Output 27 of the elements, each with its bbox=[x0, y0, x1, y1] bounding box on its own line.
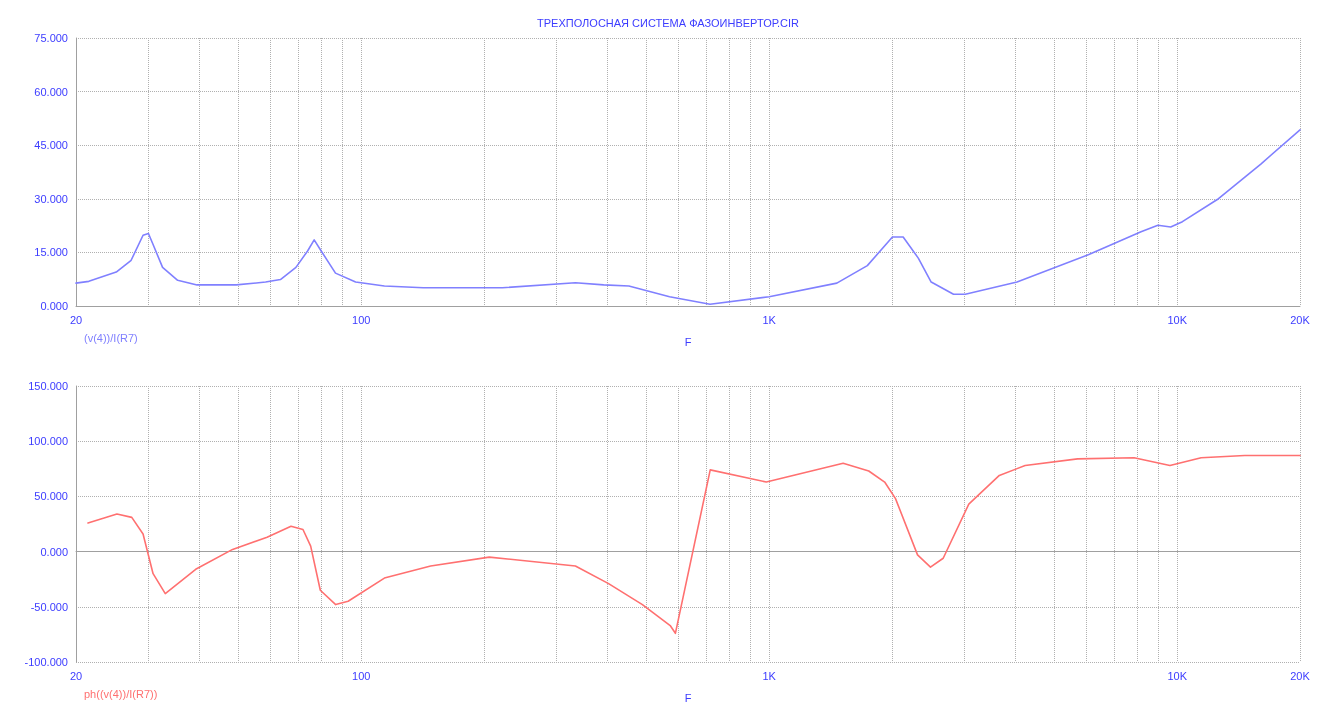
x-tick-label: 1K bbox=[762, 669, 777, 682]
y-tick-label: 0.000 bbox=[40, 300, 68, 312]
x-tick-label: 100 bbox=[352, 669, 371, 682]
x-tick-label: 20 bbox=[69, 669, 83, 682]
y-tick-label: 150.000 bbox=[28, 380, 68, 392]
x-tick-label: 20K bbox=[1290, 669, 1311, 682]
text: (v(4))/I(R7) bbox=[84, 331, 138, 344]
y-tick-label: 50.000 bbox=[34, 490, 68, 503]
y-tick-label: 0.000 bbox=[40, 545, 68, 558]
x-axis-title: F bbox=[684, 335, 692, 348]
x-tick-label: 1K bbox=[762, 313, 777, 326]
y-tick-label: 60.000 bbox=[34, 85, 68, 98]
x-tick-label: 100 bbox=[352, 313, 371, 326]
y-tick-label: -50.000 bbox=[30, 600, 68, 613]
y-tick-label: 75.000 bbox=[34, 32, 68, 44]
x-tick-label: 10K bbox=[1167, 313, 1188, 326]
chart-title: ТРЕХПОЛОСНАЯ СИСТЕМА ФАЗОИНВЕРТОР.CIR bbox=[537, 16, 800, 29]
y-tick-label: 45.000 bbox=[34, 139, 68, 152]
x-axis-title: F bbox=[684, 691, 692, 704]
x-tick-label: 20K bbox=[1290, 313, 1311, 326]
y-tick-label: 15.000 bbox=[34, 246, 68, 259]
y-tick-label: -100.000 bbox=[24, 656, 68, 668]
text: ph((v(4))/I(R7)) bbox=[84, 687, 158, 700]
y-tick-label: 30.000 bbox=[34, 192, 68, 205]
x-tick-label: 20 bbox=[69, 313, 83, 326]
x-tick-label: 10K bbox=[1167, 669, 1188, 682]
y-tick-label: 100.000 bbox=[28, 435, 68, 448]
